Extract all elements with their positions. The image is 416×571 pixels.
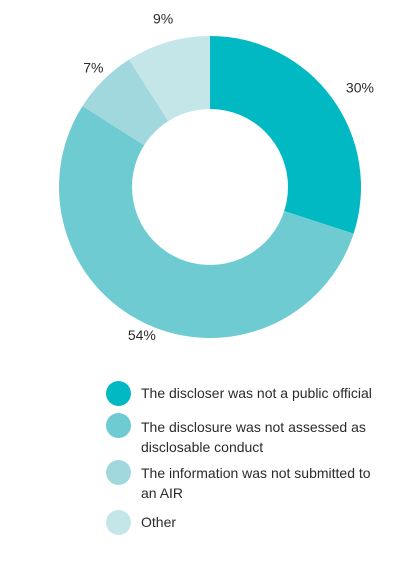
legend-swatch (106, 460, 131, 485)
donut-chart-svg: 30% 54% 7% 9% (58, 11, 374, 343)
legend-item: The discloser was not a public official (106, 378, 406, 410)
legend-item: The information was not submitted to an … (106, 457, 406, 507)
slice-value-label: 9% (153, 11, 173, 27)
legend-swatch (106, 381, 131, 406)
legend-item: The disclosure was not assessed as discl… (106, 410, 406, 457)
slice-value-label: 54% (128, 327, 156, 343)
legend-item: Other (106, 507, 406, 537)
legend-label: The information was not submitted to an … (141, 465, 371, 501)
slice-value-label: 7% (83, 59, 103, 75)
legend-label: The disclosure was not assessed as discl… (141, 419, 366, 455)
legend-label: The discloser was not a public official (141, 385, 372, 401)
legend-label: Other (141, 514, 177, 530)
donut-hole (132, 109, 288, 265)
chart-legend: The discloser was not a public official … (106, 378, 406, 537)
legend-swatch (106, 413, 131, 438)
donut-chart: 30% 54% 7% 9% (58, 11, 374, 343)
slice-value-label: 30% (346, 79, 374, 95)
legend-swatch (106, 510, 131, 535)
